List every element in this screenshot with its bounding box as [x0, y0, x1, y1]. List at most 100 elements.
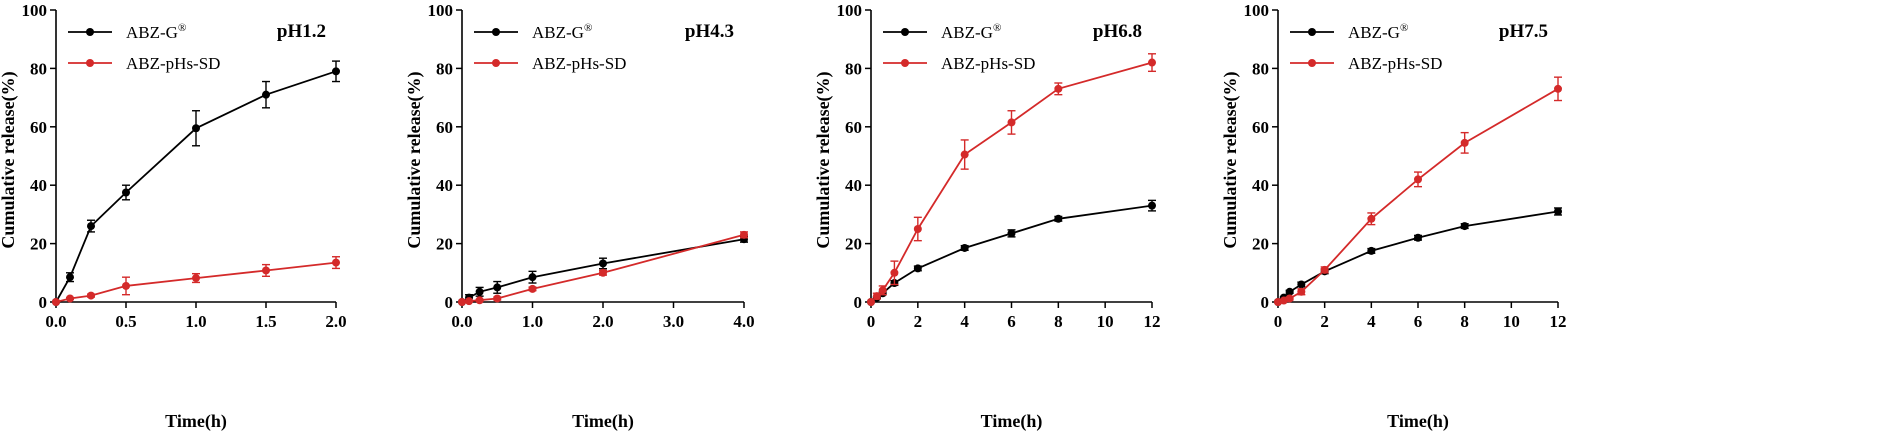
x-tick-label: 10 [1503, 312, 1520, 331]
x-tick-label: 4.0 [733, 312, 754, 331]
legend-label-text: ABZ-pHs-SD [532, 54, 626, 73]
x-tick-label: 2.0 [325, 312, 346, 331]
data-point [1367, 214, 1376, 223]
x-tick-label: 0.0 [45, 312, 66, 331]
y-axis-title: Cumulative release(%) [813, 71, 834, 248]
y-tick-label: 0 [1261, 293, 1270, 312]
data-point [872, 292, 881, 301]
chart-panel-4: 0 20 40 60 80 100 0 2 4 6 8 10 12 Time(h) Cumulative r… [1220, 1, 1567, 432]
y-axis-title: Cumulative release(%) [0, 71, 19, 248]
series-abz-g [867, 199, 1156, 306]
data-point [890, 268, 899, 277]
series-abz-phs-sd [52, 256, 340, 306]
y-tick-label: 60 [845, 118, 862, 137]
y-tick-label: 20 [1252, 235, 1269, 254]
data-point [192, 274, 200, 283]
data-point [493, 294, 502, 303]
chart-panel-1: 0 20 40 60 80 100 0.0 0.5 1.0 1.5 2.0 Time(h) Cumula… [0, 1, 347, 432]
data-point [1148, 201, 1156, 210]
legend-marker [492, 59, 500, 67]
data-point [52, 298, 60, 306]
series-abz-phs-sd [458, 230, 748, 306]
data-point [960, 243, 969, 252]
data-point [1285, 287, 1294, 296]
y-tick-label: 80 [845, 59, 862, 78]
legend-marker [1308, 59, 1316, 67]
legend-marker [1308, 28, 1316, 36]
y-tick-label: 40 [1252, 176, 1269, 195]
x-tick-label: 2 [1320, 312, 1329, 331]
y-tick-label: 100 [428, 1, 454, 20]
series-abz-g [1274, 207, 1562, 306]
data-point [332, 258, 340, 267]
y-tick-label: 80 [1252, 59, 1269, 78]
x-axis-title: Time(h) [981, 411, 1043, 432]
data-point [465, 297, 474, 306]
x-tick-label: 1.0 [522, 312, 543, 331]
y-tick-label: 20 [845, 235, 862, 254]
legend-label-text: ABZ-pHs-SD [941, 54, 1035, 73]
data-point [1285, 294, 1294, 303]
x-tick-label: 12 [1144, 312, 1161, 331]
y-tick-label: 100 [22, 1, 48, 20]
registered-mark: ® [178, 22, 186, 34]
data-point [1148, 58, 1156, 67]
data-point [960, 150, 969, 159]
legend-marker [86, 28, 94, 36]
data-point [1297, 280, 1306, 289]
data-point [1554, 207, 1562, 216]
legend-label: ABZ-pHs-SD [126, 54, 220, 73]
data-point [1054, 214, 1063, 223]
registered-mark: ® [1400, 22, 1408, 34]
series-line [870, 61, 1153, 303]
x-tick-label: 1.0 [185, 312, 206, 331]
legend-label-text: ABZ-G [1348, 23, 1400, 42]
data-point [475, 296, 484, 305]
y-tick-label: 0 [854, 293, 863, 312]
y-tick-label: 100 [837, 1, 863, 20]
data-point [475, 287, 484, 296]
data-point [1297, 287, 1306, 296]
data-point [528, 284, 537, 293]
x-tick-label: 4 [1367, 312, 1376, 331]
series-abz-phs-sd [867, 53, 1156, 306]
y-tick-label: 60 [30, 118, 47, 137]
data-point [1414, 175, 1422, 184]
x-tick-label: 4 [960, 312, 969, 331]
data-point [66, 273, 74, 282]
legend-marker [901, 28, 909, 36]
data-point [66, 294, 74, 303]
data-point [740, 230, 748, 239]
y-tick-label: 40 [30, 176, 47, 195]
panel-title: pH7.5 [1499, 21, 1548, 42]
legend-marker [901, 59, 909, 67]
x-tick-label: 12 [1550, 312, 1567, 331]
x-axis-title: Time(h) [572, 411, 634, 432]
chart-panel-3: 0 20 40 60 80 100 0 2 4 6 8 10 12 Time(h) Cumulative r… [813, 1, 1161, 432]
data-point [192, 124, 200, 133]
data-point [1007, 118, 1016, 127]
legend-label-text: ABZ-pHs-SD [126, 54, 220, 73]
series-line [870, 204, 1153, 303]
x-tick-label: 8 [1054, 312, 1063, 331]
y-tick-label: 20 [30, 235, 47, 254]
x-tick-label: 6 [1414, 312, 1423, 331]
y-tick-label: 80 [436, 59, 453, 78]
data-point [528, 273, 537, 282]
data-point [1414, 233, 1422, 242]
series-line [1277, 88, 1559, 303]
registered-mark: ® [993, 22, 1001, 34]
x-tick-label: 2 [914, 312, 923, 331]
data-point [1367, 246, 1376, 255]
series-abz-phs-sd [1274, 76, 1562, 306]
y-tick-label: 60 [436, 118, 453, 137]
x-tick-label: 0.0 [451, 312, 472, 331]
data-point [1554, 84, 1562, 93]
data-point [913, 225, 922, 233]
y-axis-title: Cumulative release(%) [1220, 71, 1241, 248]
series-abz-g [52, 60, 340, 306]
x-tick-label: 0 [867, 312, 876, 331]
data-point [1460, 138, 1469, 147]
data-point [332, 67, 340, 76]
